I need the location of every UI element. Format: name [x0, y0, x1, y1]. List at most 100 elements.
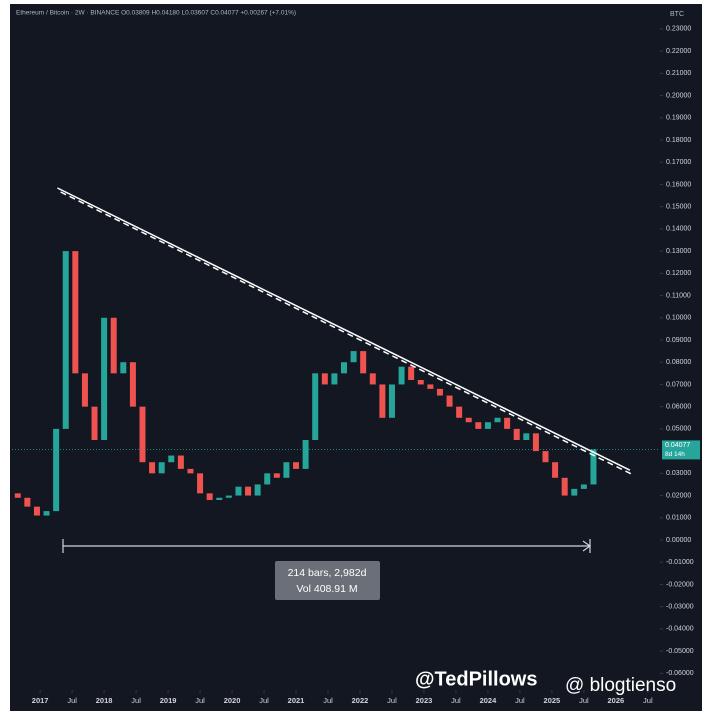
- candle: [101, 317, 108, 440]
- candle: [580, 484, 587, 489]
- candle: [53, 428, 60, 512]
- candle: [340, 362, 347, 374]
- y-tick-label: -0.05000: [666, 648, 694, 655]
- x-tick-label: 2026: [608, 696, 625, 705]
- candle: [254, 484, 261, 496]
- y-tick-label: 0.18000: [666, 137, 691, 144]
- y-tick-label: 0.23000: [666, 26, 691, 33]
- x-tick-label: Jul: [131, 696, 141, 705]
- candle: [350, 351, 357, 363]
- candle: [360, 351, 367, 374]
- candle: [293, 462, 300, 469]
- countdown-label: 8d 14h: [665, 451, 685, 458]
- candle: [379, 384, 386, 418]
- candle: [273, 473, 280, 478]
- candle: [542, 451, 549, 463]
- x-tick-label: 2017: [32, 696, 49, 705]
- y-tick-label: 0.03000: [666, 470, 691, 477]
- candle: [523, 433, 530, 440]
- header: Ethereum / Bitcoin · 2W · BINANCE O0.038…: [16, 10, 296, 17]
- candle: [436, 388, 443, 396]
- candle: [24, 497, 31, 507]
- candle: [129, 362, 136, 407]
- candle: [225, 495, 232, 498]
- y-tick-label: 0.21000: [666, 70, 691, 77]
- x-tick-label: 2020: [224, 696, 241, 705]
- x-tick-label: Jul: [259, 696, 269, 705]
- candle: [312, 373, 319, 440]
- candle: [398, 366, 405, 385]
- x-tick-label: Jul: [323, 696, 333, 705]
- y-tick-label: 0.02000: [666, 492, 691, 499]
- candle: [388, 384, 395, 418]
- x-tick-label: 2018: [96, 696, 113, 705]
- candle: [417, 380, 424, 385]
- y-tick-label: 0.22000: [666, 48, 691, 55]
- candle: [369, 373, 376, 385]
- trendline: [60, 191, 633, 475]
- y-tick-label: 0.12000: [666, 270, 691, 277]
- y-tick-label: 0.19000: [666, 115, 691, 122]
- candle: [33, 506, 40, 516]
- candle: [561, 477, 568, 496]
- y-tick-label: 0.11000: [666, 292, 691, 299]
- candle: [571, 488, 578, 496]
- x-tick-label: Jul: [579, 696, 589, 705]
- candle: [331, 373, 338, 385]
- candle: [110, 317, 117, 374]
- y-tick-label: 0.08000: [666, 359, 691, 366]
- x-tick-label: Jul: [515, 696, 525, 705]
- candle: [504, 417, 511, 429]
- candle: [283, 462, 290, 478]
- candle: [484, 422, 491, 429]
- y-tick-label: 0.10000: [666, 315, 691, 322]
- x-tick-label: 2019: [160, 696, 177, 705]
- candle: [475, 422, 482, 429]
- candle: [168, 455, 175, 463]
- y-tick-label: 0.15000: [666, 204, 691, 211]
- x-tick-label: Jul: [451, 696, 461, 705]
- x-tick-label: Jul: [643, 696, 653, 705]
- candle: [427, 384, 434, 389]
- candle: [235, 486, 242, 496]
- currency: BTC: [670, 11, 684, 18]
- y-tick-label: 0.20000: [666, 92, 691, 99]
- candle: [158, 462, 165, 474]
- x-tick-label: Jul: [67, 696, 77, 705]
- y-tick-label: 0.13000: [666, 248, 691, 255]
- x-tick-label: 2021: [288, 696, 305, 705]
- candle: [14, 493, 21, 498]
- last-price-box: [662, 440, 700, 460]
- candle: [408, 366, 415, 380]
- measure: 214 bars, 2,982d Vol 408.91 M: [62, 539, 592, 600]
- candle: [456, 406, 463, 418]
- x-tick-label: Jul: [387, 696, 397, 705]
- candle: [552, 462, 559, 478]
- candle: [187, 468, 194, 474]
- candle: [81, 373, 88, 407]
- y-tick-label: -0.04000: [666, 626, 694, 633]
- candle: [120, 362, 127, 374]
- y-tick-label: 0.14000: [666, 226, 691, 233]
- candle: [532, 433, 539, 452]
- measure-arrow: [582, 540, 592, 552]
- x-tick-label: 2023: [416, 696, 433, 705]
- y-tick-label: -0.03000: [666, 604, 694, 611]
- y-tick-label: 0.17000: [666, 159, 691, 166]
- y-tick-label: 0.05000: [666, 426, 691, 433]
- measure-box: [275, 561, 380, 600]
- candle: [494, 417, 501, 423]
- candle: [216, 497, 223, 500]
- candle: [321, 373, 328, 385]
- y-tick-label: 0.01000: [666, 515, 691, 522]
- x-tick-label: Jul: [195, 696, 205, 705]
- y-tick-label: 0.00000: [666, 537, 691, 544]
- candle: [302, 440, 309, 469]
- x-tick-label: 2022: [352, 696, 369, 705]
- candle: [149, 462, 156, 474]
- candle: [206, 493, 213, 500]
- y-tick-label: 0.07000: [666, 381, 691, 388]
- y-tick-label: 0.09000: [666, 337, 691, 344]
- trendline: [57, 187, 631, 471]
